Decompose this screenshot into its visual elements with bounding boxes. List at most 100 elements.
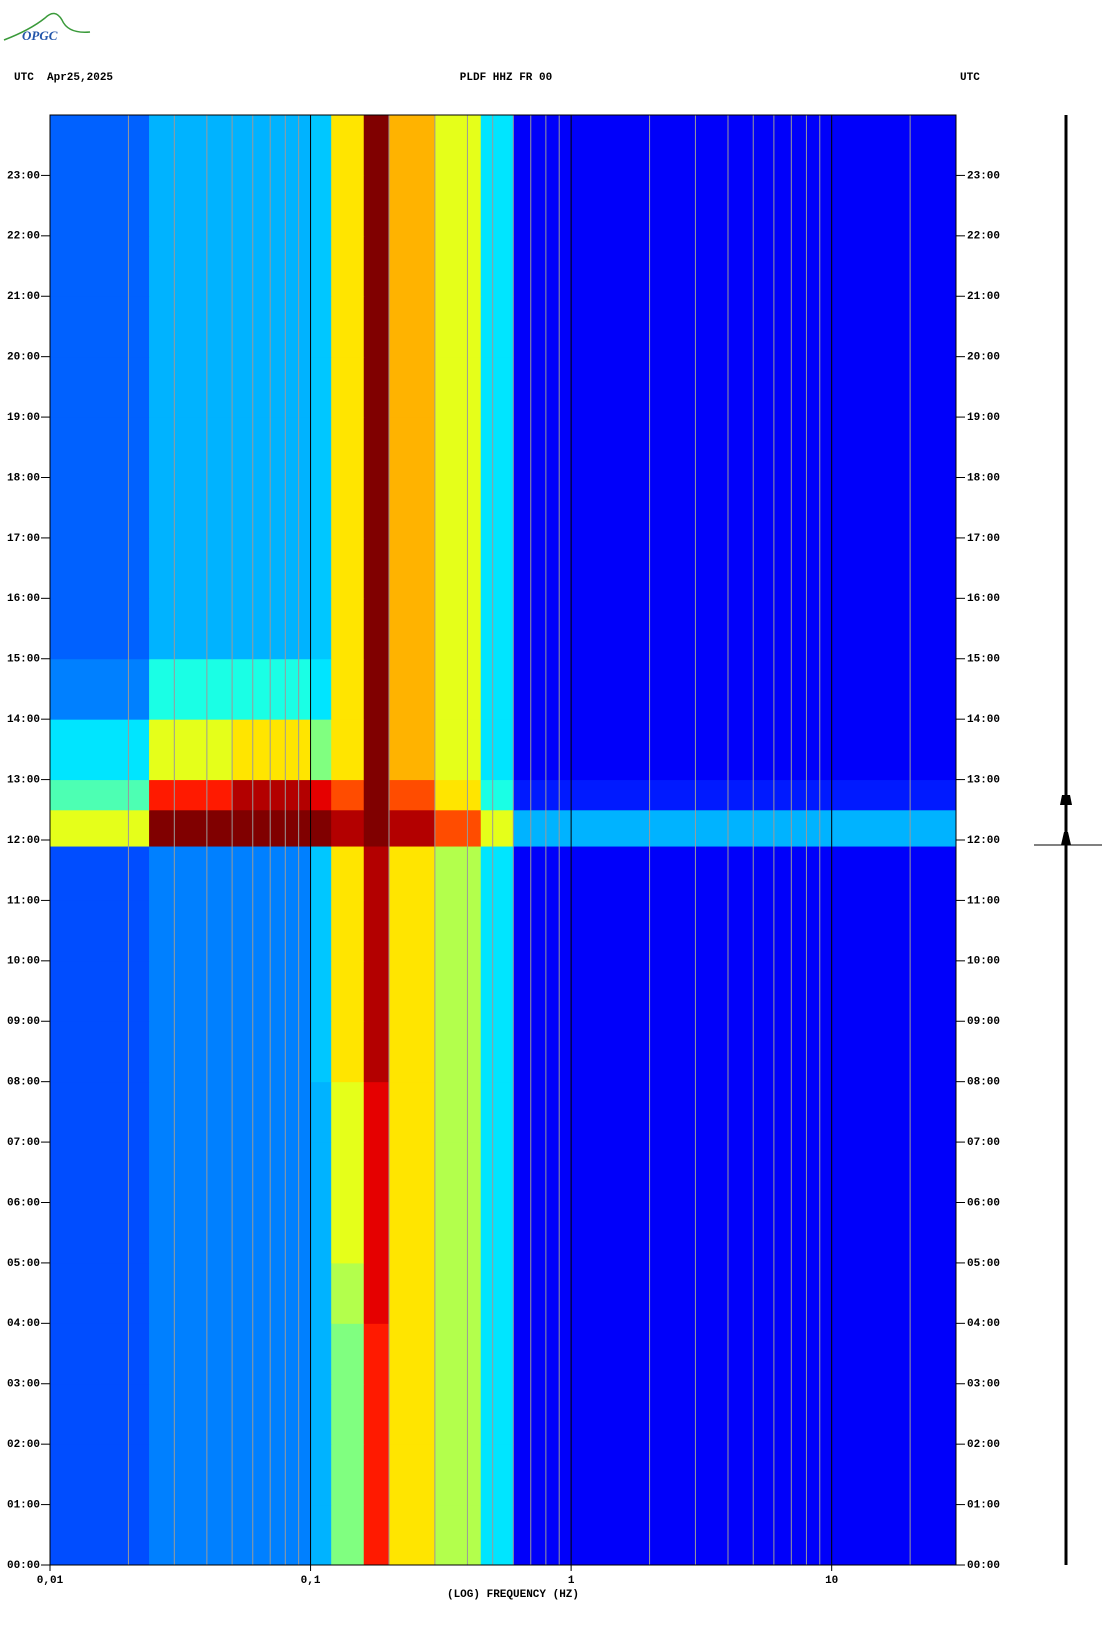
heatmap-cell [50, 1081, 150, 1143]
heatmap-cell [434, 719, 482, 781]
y-tick-label-right: 19:00 [967, 412, 1000, 424]
y-tick-label-left: 22:00 [7, 231, 40, 243]
heatmap [50, 115, 957, 1566]
heatmap-cell [232, 846, 312, 901]
x-tick-label: 10 [825, 1575, 838, 1587]
heatmap-cell [434, 1444, 482, 1506]
heatmap-cell [513, 296, 957, 358]
heatmap-cell [149, 779, 233, 811]
chart-title: PLDF HHZ FR 00 [460, 72, 552, 84]
heatmap-cell [388, 296, 436, 358]
heatmap-cell [310, 598, 332, 660]
heatmap-cell [331, 719, 365, 781]
y-tick-label-right: 21:00 [967, 291, 1000, 303]
heatmap-cell [513, 1262, 957, 1324]
heatmap-cell [149, 1323, 233, 1385]
heatmap-cell [232, 296, 312, 358]
heatmap-cell [331, 809, 365, 847]
heatmap-cell [232, 719, 312, 781]
heatmap-cell [480, 1444, 514, 1506]
heatmap-cell [232, 960, 312, 1022]
heatmap-cell [50, 1262, 150, 1324]
heatmap-cell [388, 719, 436, 781]
heatmap-cell [50, 1021, 150, 1083]
y-tick-label-left: 08:00 [7, 1077, 40, 1089]
heatmap-cell [232, 417, 312, 478]
heatmap-cell [149, 960, 233, 1022]
heatmap-cell [331, 1202, 365, 1264]
heatmap-cell [310, 356, 332, 418]
y-tick-label-left: 23:00 [7, 170, 40, 182]
heatmap-cell [50, 115, 150, 176]
heatmap-cell [232, 598, 312, 660]
y-tick-label-right: 13:00 [967, 774, 1000, 786]
heatmap-cell [331, 356, 365, 418]
y-tick-label-left: 11:00 [7, 895, 40, 907]
heatmap-cell [388, 658, 436, 720]
heatmap-cell [388, 175, 436, 237]
heatmap-cell [310, 779, 332, 811]
y-tick-label-left: 16:00 [7, 593, 40, 605]
heatmap-cell [388, 115, 436, 176]
heatmap-cell [513, 175, 957, 237]
heatmap-cell [331, 175, 365, 237]
heatmap-cell [149, 846, 233, 901]
heatmap-cell [310, 1202, 332, 1264]
heatmap-cell [434, 809, 482, 847]
heatmap-cell [480, 719, 514, 781]
heatmap-cell [480, 779, 514, 811]
heatmap-cell [434, 1323, 482, 1385]
heatmap-cell [331, 1021, 365, 1083]
heatmap-cell [434, 779, 482, 811]
heatmap-cell [388, 477, 436, 539]
heatmap-cell [50, 1142, 150, 1203]
heatmap-cell [149, 1021, 233, 1083]
heatmap-cell [513, 1383, 957, 1445]
heatmap-cell [310, 1262, 332, 1324]
heatmap-cell [480, 1262, 514, 1324]
heatmap-cell [363, 779, 390, 811]
heatmap-cell [310, 477, 332, 539]
heatmap-cell [388, 356, 436, 418]
heatmap-cell [513, 1142, 957, 1203]
heatmap-cell [50, 356, 150, 418]
heatmap-cell [480, 1202, 514, 1264]
heatmap-cell [50, 1504, 150, 1566]
heatmap-cell [388, 846, 436, 901]
heatmap-cell [331, 598, 365, 660]
heatmap-cell [388, 537, 436, 599]
heatmap-cell [232, 1262, 312, 1324]
heatmap-cell [50, 1323, 150, 1385]
heatmap-cell [388, 1021, 436, 1083]
heatmap-cell [480, 1021, 514, 1083]
heatmap-cell [434, 175, 482, 237]
heatmap-cell [50, 719, 150, 781]
heatmap-cell [363, 1383, 390, 1445]
heatmap-cell [480, 115, 514, 176]
heatmap-cell [434, 417, 482, 478]
heatmap-cell [363, 719, 390, 781]
heatmap-cell [149, 900, 233, 962]
y-tick-label-right: 03:00 [967, 1379, 1000, 1391]
heatmap-cell [331, 846, 365, 901]
heatmap-cell [513, 846, 957, 901]
heatmap-cell [388, 235, 436, 297]
y-tick-label-left: 21:00 [7, 291, 40, 303]
heatmap-cell [310, 1142, 332, 1203]
heatmap-cell [480, 1081, 514, 1143]
heatmap-cell [310, 235, 332, 297]
heatmap-cell [513, 1504, 957, 1566]
heatmap-cell [363, 1262, 390, 1324]
heatmap-cell [232, 1021, 312, 1083]
heatmap-cell [363, 1504, 390, 1566]
heatmap-cell [50, 598, 150, 660]
heatmap-cell [480, 1142, 514, 1203]
overlay: 0,01 0,1 1 10 00:00 00:00 01:00 01:00 02:00 02:00… [7, 114, 1000, 1587]
heatmap-cell [363, 1202, 390, 1264]
heatmap-cell [480, 846, 514, 901]
heatmap-cell [388, 1323, 436, 1385]
heatmap-cell [149, 477, 233, 539]
heatmap-cell [310, 1504, 332, 1566]
heatmap-cell [331, 1383, 365, 1445]
heatmap-cell [434, 235, 482, 297]
